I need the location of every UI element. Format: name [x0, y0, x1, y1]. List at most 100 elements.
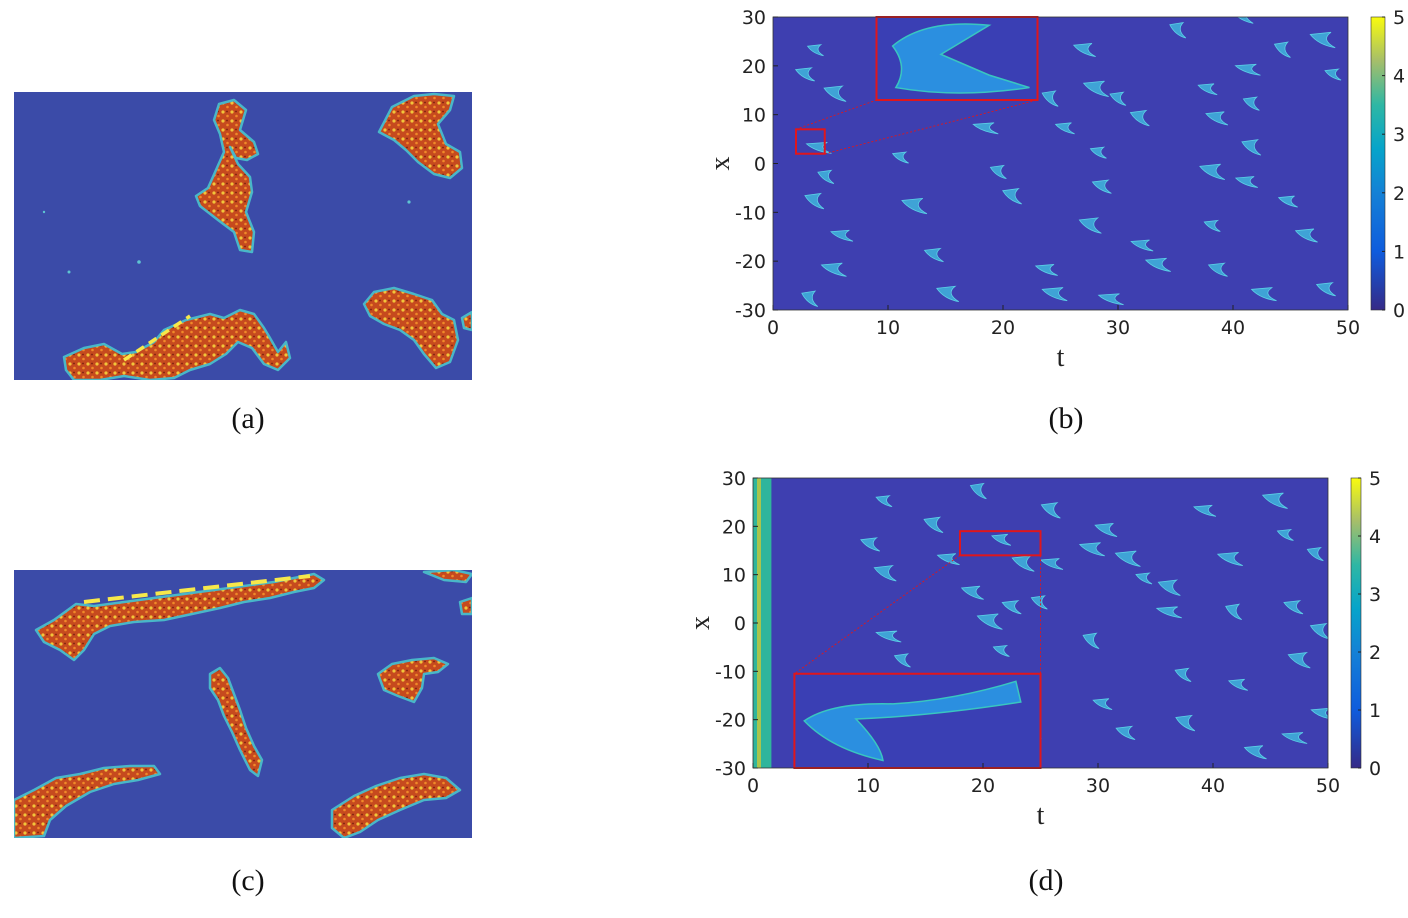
zoom-region-box: [795, 128, 826, 155]
pattern-feature: [1197, 83, 1218, 96]
pattern-feature: [1216, 551, 1243, 566]
pattern-feature: [1109, 91, 1127, 106]
plot-frame: [772, 16, 1349, 311]
colorbar-tick-label: 3: [1369, 584, 1381, 606]
pattern-feature: [820, 262, 847, 277]
pattern-feature: [1097, 293, 1124, 306]
pattern-feature: [989, 164, 1007, 180]
pattern-feature: [1199, 163, 1225, 180]
pattern-feature: [1072, 42, 1096, 57]
pattern-feature: [891, 151, 909, 164]
colorbar-tick-label: 4: [1369, 526, 1381, 548]
pattern-feature: [1092, 698, 1113, 711]
pattern-blob: [377, 92, 464, 180]
x-tick-label: 0: [747, 775, 759, 797]
pattern-feature: [1155, 606, 1182, 619]
inset-pattern: [803, 680, 1022, 762]
pattern-feature: [1001, 600, 1022, 615]
y-tick-label: 0: [754, 154, 766, 176]
pattern-feature: [1277, 195, 1298, 208]
pattern-feature: [794, 67, 815, 82]
y-tick-label: -10: [715, 661, 746, 683]
pattern-feature: [1169, 21, 1187, 39]
pattern-feature: [1082, 632, 1100, 650]
pattern-feature: [1241, 139, 1262, 156]
pattern-feature: [1089, 146, 1107, 159]
pattern-blob: [458, 596, 472, 616]
pattern-feature: [1034, 264, 1058, 276]
pattern-feature: [1205, 111, 1229, 126]
pattern-feature: [830, 229, 854, 242]
pattern-blob: [194, 98, 260, 254]
y-tick-label: 30: [722, 468, 746, 490]
x-tick-label: 10: [856, 775, 880, 797]
x-tick-label: 50: [1336, 317, 1360, 339]
pattern-image-a: [14, 92, 472, 380]
pattern-feature: [1174, 667, 1192, 682]
dashed-line-c: [83, 574, 311, 604]
pattern-feature: [1193, 504, 1217, 517]
pattern-feature: [901, 197, 928, 215]
pattern-feature: [817, 169, 835, 184]
plot-frame: [752, 477, 1329, 769]
zoom-region-box: [959, 530, 1042, 557]
pattern-feature: [1144, 257, 1171, 272]
pattern-feature: [969, 482, 987, 500]
caption-c: (c): [231, 864, 265, 897]
pattern-feature: [1234, 63, 1261, 76]
pattern-feature: [1281, 732, 1308, 744]
dashed-line-a: [123, 314, 191, 362]
y-tick-label: -20: [735, 251, 766, 273]
pattern-feature: [936, 285, 960, 303]
y-tick-label: 20: [722, 516, 746, 538]
y-tick-label: -10: [735, 202, 766, 224]
colorbar: [1370, 16, 1386, 311]
pattern-feature: [875, 495, 893, 508]
y-tick-label: 10: [722, 565, 746, 587]
pattern-feature: [860, 537, 881, 552]
pattern-feature: [1234, 176, 1258, 188]
y-tick-label: 30: [742, 7, 766, 29]
pattern-feature: [1129, 109, 1150, 127]
y-tick-label: -30: [735, 300, 766, 322]
pattern-feature: [804, 192, 825, 210]
pattern-feature: [1002, 188, 1022, 205]
pattern-feature: [1091, 179, 1112, 194]
colorbar-tick-label: 2: [1393, 183, 1405, 205]
pattern-feature: [1287, 652, 1311, 669]
y-tick-label: -30: [715, 758, 746, 780]
y-axis-title: x: [685, 616, 716, 630]
pattern-blob: [422, 570, 472, 584]
pattern-feature: [991, 533, 1012, 546]
colorbar-tick-label: 0: [1369, 758, 1381, 780]
plot-area: [773, 17, 1348, 310]
y-tick-label: 20: [742, 56, 766, 78]
pattern-feature: [1115, 725, 1136, 740]
y-tick-label: -20: [715, 710, 746, 732]
x-tick-label: 30: [1106, 317, 1130, 339]
pattern-feature: [1294, 228, 1318, 243]
colorbar-tick-label: 3: [1393, 124, 1405, 146]
colorbar-tick-label: 2: [1369, 642, 1381, 664]
pattern-feature: [1243, 745, 1267, 760]
pattern-feature: [1207, 262, 1228, 277]
inset-connector: [824, 99, 1038, 155]
pattern-feature: [1225, 603, 1242, 621]
pattern-svg-c: [14, 570, 472, 838]
pattern-feature: [1283, 600, 1304, 615]
pattern-feature: [1078, 542, 1105, 557]
pattern-feature: [893, 653, 911, 668]
pattern-feature: [1276, 528, 1294, 541]
pattern-feature: [1040, 558, 1064, 570]
pattern-blob: [376, 656, 450, 704]
caption-a: (a): [231, 402, 265, 435]
inset-pattern: [891, 23, 1030, 94]
pattern-feature: [1135, 572, 1153, 585]
pattern-feature: [1041, 90, 1059, 107]
y-tick-label: 0: [734, 613, 746, 635]
pattern-feature: [1054, 122, 1075, 135]
pattern-feature: [873, 565, 897, 582]
pattern-feature: [1041, 287, 1068, 302]
pattern-feature: [972, 122, 999, 135]
